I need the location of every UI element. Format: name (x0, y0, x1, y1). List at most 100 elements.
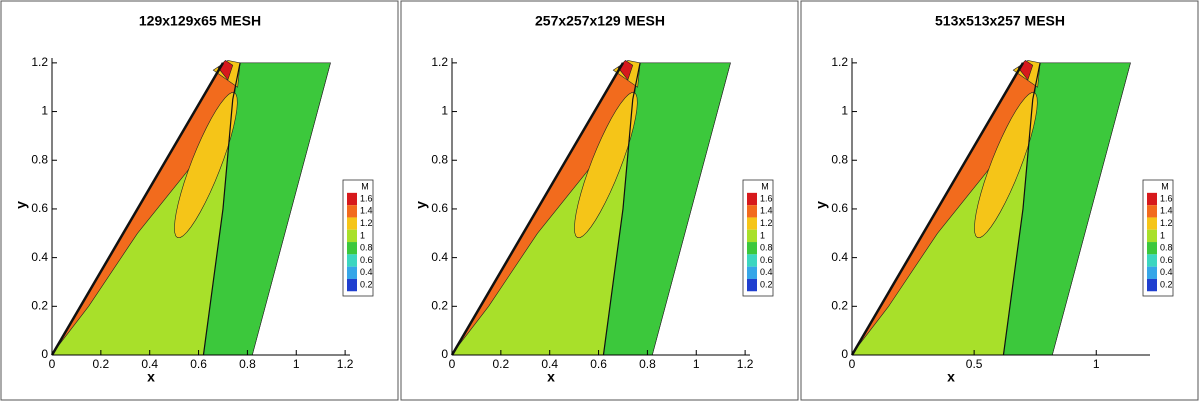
legend-swatch (1147, 266, 1157, 279)
legend-swatch (747, 205, 757, 218)
x-tick-label: 0.8 (239, 357, 256, 371)
legend-label: 0.6 (760, 255, 773, 265)
legend-swatch (1147, 205, 1157, 218)
legend-label: 1.4 (1160, 206, 1173, 216)
panel-border (400, 0, 799, 401)
x-tick-label: 0.2 (493, 357, 510, 371)
y-axis-label: y (13, 201, 29, 209)
x-tick-label: 1.2 (337, 357, 354, 371)
y-tick-label: 0.6 (831, 201, 848, 215)
x-tick-label: 1 (1093, 357, 1100, 371)
legend-swatch (347, 205, 357, 218)
leading-edge (50, 62, 225, 356)
y-tick-label: 0.4 (31, 250, 48, 264)
legend-swatch (347, 229, 357, 243)
y-tick-label: 0 (841, 347, 848, 361)
shock-line (202, 62, 241, 356)
legend-swatch (747, 217, 757, 230)
legend-label: 1.2 (760, 218, 773, 228)
x-axis-label: x (147, 369, 155, 385)
legend-label: 1.6 (1160, 193, 1173, 203)
y-tick-label: 0.8 (831, 152, 848, 166)
legend-swatch (1147, 278, 1157, 292)
x-tick-label: 0.8 (639, 357, 656, 371)
legend-label: 1.4 (760, 206, 773, 216)
y-tick-label: 0.2 (831, 298, 848, 312)
legend-swatch (1147, 217, 1157, 230)
legend-swatch (1147, 229, 1157, 243)
legend-label: 0.2 (360, 279, 373, 289)
legend-label: 0.2 (760, 279, 773, 289)
legend-swatch (1147, 242, 1157, 255)
y-tick-label: 1 (841, 104, 848, 118)
x-tick-label: 0.6 (590, 357, 607, 371)
shock-line (602, 62, 641, 356)
y-tick-label: 1 (441, 104, 448, 118)
x-tick-label: 0.6 (190, 357, 207, 371)
x-tick-label: 0 (449, 357, 456, 371)
legend-swatch (747, 266, 757, 279)
x-tick-label: 0.4 (541, 357, 558, 371)
legend-label: 0.2 (1160, 279, 1173, 289)
legend-title: M (1161, 181, 1169, 191)
legend-label: 1.2 (1160, 218, 1173, 228)
y-tick-label: 0.2 (431, 298, 448, 312)
leading-edge (850, 62, 1025, 356)
legend-label: 0.6 (360, 255, 373, 265)
legend-title: M (361, 181, 369, 191)
panel: 129x129x65 MESH 0 0.2 0.4 0.6 0.8 1 1.2 0 0.2 0.4 0… (0, 0, 399, 401)
y-tick-label: 0.2 (31, 298, 48, 312)
y-tick-label: 0 (441, 347, 448, 361)
x-tick-label: 1.2 (737, 357, 754, 371)
legend-label: 1.2 (360, 218, 373, 228)
legend-swatch (747, 229, 757, 243)
legend-label: 0.8 (760, 243, 773, 253)
leading-edge (450, 62, 625, 356)
y-tick-label: 1.2 (831, 55, 848, 69)
x-tick-label: 0.2 (93, 357, 110, 371)
legend-swatch (347, 242, 357, 255)
contour-region (574, 92, 638, 239)
legend-label: 1 (360, 230, 365, 240)
legend-swatch (347, 266, 357, 279)
y-axis-label: y (413, 201, 429, 209)
legend-swatch (747, 278, 757, 292)
legend-label: 0.4 (1160, 267, 1173, 277)
legend-label: 0.4 (360, 267, 373, 277)
y-tick-label: 0.8 (31, 152, 48, 166)
legend-label: 0.8 (1160, 243, 1173, 253)
chart-title: 257x257x129 MESH (535, 13, 665, 29)
y-tick-label: 0.4 (831, 250, 848, 264)
chart-title: 513x513x257 MESH (935, 13, 1065, 29)
chart-title: 129x129x65 MESH (139, 13, 261, 29)
x-tick-label: 0 (849, 357, 856, 371)
legend-label: 1 (1160, 230, 1165, 240)
x-tick-label: 0.4 (141, 357, 158, 371)
legend-swatch (347, 217, 357, 230)
y-tick-label: 0.4 (431, 250, 448, 264)
legend-swatch (1147, 254, 1157, 267)
y-tick-label: 0 (41, 347, 48, 361)
legend-label: 1 (760, 230, 765, 240)
y-axis-label: y (813, 201, 829, 209)
x-axis-label: x (547, 369, 555, 385)
x-tick-label: 0 (49, 357, 56, 371)
legend-swatch (747, 254, 757, 267)
x-axis-label: x (947, 369, 955, 385)
panel: 513x513x257 MESH 0 0.5 1 0 0.2 0.4 0.6 0.8 1 1.2 x y… (800, 0, 1199, 401)
legend-swatch (1147, 192, 1157, 206)
legend-label: 0.8 (360, 243, 373, 253)
legend-label: 0.4 (760, 267, 773, 277)
panel: 257x257x129 MESH 0 0.2 0.4 0.6 0.8 1 1.2 0 0.2 0.4… (400, 0, 799, 401)
legend-label: 1.6 (360, 193, 373, 203)
legend-swatch (347, 254, 357, 267)
y-tick-label: 1.2 (431, 55, 448, 69)
shock-line (1002, 62, 1041, 356)
y-tick-label: 0.6 (431, 201, 448, 215)
contour-region (174, 92, 238, 239)
legend-swatch (347, 278, 357, 292)
panel-border (800, 0, 1199, 401)
contour-region (974, 92, 1038, 239)
legend-swatch (747, 192, 757, 206)
